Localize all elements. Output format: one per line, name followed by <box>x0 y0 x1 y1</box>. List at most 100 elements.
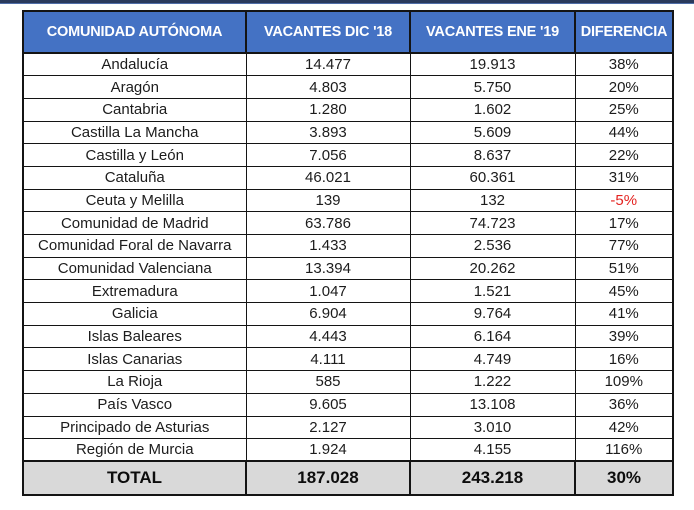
vacantes-dic18-cell: 585 <box>245 370 411 394</box>
region-name-cell: Castilla La Mancha <box>22 120 247 145</box>
diferencia-cell: 109% <box>574 370 674 394</box>
table-row: País Vasco 9.605 13.108 36% <box>22 392 674 417</box>
vacantes-dic18-cell: 4.803 <box>245 75 411 99</box>
region-name-cell: Extremadura <box>22 279 247 304</box>
total-vacantes-ene19: 243.218 <box>409 460 576 497</box>
table-row: Principado de Asturias 2.127 3.010 42% <box>22 415 674 440</box>
total-row: TOTAL 187.028 243.218 30% <box>22 460 674 497</box>
vacantes-ene19-cell: 9.764 <box>409 302 576 326</box>
region-name-cell: Cantabria <box>22 97 247 122</box>
table-row: Extremadura 1.047 1.521 45% <box>22 279 674 304</box>
diferencia-cell: -5% <box>574 188 674 213</box>
region-name-cell: Comunidad Foral de Navarra <box>22 234 247 258</box>
table-row: Castilla La Mancha 3.893 5.609 44% <box>22 120 674 145</box>
vacantes-ene19-cell: 3.010 <box>409 415 576 440</box>
diferencia-cell: 44% <box>574 120 674 145</box>
region-name-cell: Región de Murcia <box>22 438 247 462</box>
total-vacantes-dic18: 187.028 <box>245 460 411 497</box>
vacantes-ene19-cell: 132 <box>409 188 576 213</box>
table-row: Islas Canarias 4.111 4.749 16% <box>22 347 674 372</box>
region-name-cell: Islas Canarias <box>22 347 247 372</box>
region-name-cell: Comunidad de Madrid <box>22 211 247 235</box>
vacantes-dic18-cell: 1.433 <box>245 234 411 258</box>
vacantes-ene19-cell: 8.637 <box>409 143 576 167</box>
region-name-cell: Cataluña <box>22 165 247 190</box>
table-row: Andalucía 14.477 19.913 38% <box>22 52 674 77</box>
vacantes-dic18-cell: 6.904 <box>245 302 411 326</box>
vacantes-dic18-cell: 1.280 <box>245 97 411 122</box>
diferencia-cell: 41% <box>574 302 674 326</box>
table-row: Cantabria 1.280 1.602 25% <box>22 97 674 122</box>
region-name-cell: Islas Baleares <box>22 324 247 349</box>
vacantes-dic18-cell: 2.127 <box>245 415 411 440</box>
vacantes-ene19-cell: 1.602 <box>409 97 576 122</box>
diferencia-cell: 25% <box>574 97 674 122</box>
table-row: Islas Baleares 4.443 6.164 39% <box>22 324 674 349</box>
diferencia-cell: 31% <box>574 165 674 190</box>
diferencia-cell: 16% <box>574 347 674 372</box>
vacantes-ene19-cell: 74.723 <box>409 211 576 235</box>
diferencia-cell: 45% <box>574 279 674 304</box>
region-name-cell: Ceuta y Melilla <box>22 188 247 213</box>
vacantes-dic18-cell: 3.893 <box>245 120 411 145</box>
vacantes-dic18-cell: 4.443 <box>245 324 411 349</box>
vacantes-ene19-cell: 5.609 <box>409 120 576 145</box>
table-row: Galicia 6.904 9.764 41% <box>22 302 674 326</box>
region-name-cell: Principado de Asturias <box>22 415 247 440</box>
vacantes-ene19-cell: 19.913 <box>409 52 576 77</box>
vacantes-ene19-cell: 1.521 <box>409 279 576 304</box>
table-row: Comunidad de Madrid 63.786 74.723 17% <box>22 211 674 235</box>
vacantes-ene19-cell: 20.262 <box>409 256 576 281</box>
vacantes-dic18-cell: 13.394 <box>245 256 411 281</box>
region-name-cell: Aragón <box>22 75 247 99</box>
total-label: TOTAL <box>22 460 247 497</box>
vacantes-dic18-cell: 1.047 <box>245 279 411 304</box>
header-row: COMUNIDAD AUTÓNOMA VACANTES DIC '18 VACA… <box>22 10 674 54</box>
table-row: La Rioja 585 1.222 109% <box>22 370 674 394</box>
vacantes-dic18-cell: 7.056 <box>245 143 411 167</box>
table-row: Cataluña 46.021 60.361 31% <box>22 165 674 190</box>
vacantes-ene19-cell: 60.361 <box>409 165 576 190</box>
diferencia-cell: 36% <box>574 392 674 417</box>
diferencia-cell: 22% <box>574 143 674 167</box>
diferencia-cell: 39% <box>574 324 674 349</box>
vacantes-ene19-cell: 4.155 <box>409 438 576 462</box>
vacantes-dic18-cell: 1.924 <box>245 438 411 462</box>
diferencia-cell: 77% <box>574 234 674 258</box>
table-row: Comunidad Valenciana 13.394 20.262 51% <box>22 256 674 281</box>
vacancies-table: COMUNIDAD AUTÓNOMA VACANTES DIC '18 VACA… <box>22 10 674 497</box>
total-diferencia: 30% <box>574 460 674 497</box>
column-header-vacantes-dic18: VACANTES DIC '18 <box>245 10 411 54</box>
vacantes-ene19-cell: 2.536 <box>409 234 576 258</box>
table-row: Castilla y León 7.056 8.637 22% <box>22 143 674 167</box>
table-row: Comunidad Foral de Navarra 1.433 2.536 77% <box>22 234 674 258</box>
column-header-diferencia: DIFERENCIA <box>574 10 674 54</box>
vacantes-dic18-cell: 46.021 <box>245 165 411 190</box>
vacantes-dic18-cell: 9.605 <box>245 392 411 417</box>
region-name-cell: Galicia <box>22 302 247 326</box>
region-name-cell: La Rioja <box>22 370 247 394</box>
column-header-comunidad-autonoma: COMUNIDAD AUTÓNOMA <box>22 10 247 54</box>
table-row: Aragón 4.803 5.750 20% <box>22 75 674 99</box>
table-row: Ceuta y Melilla 139 132 -5% <box>22 188 674 213</box>
region-name-cell: País Vasco <box>22 392 247 417</box>
vacantes-dic18-cell: 63.786 <box>245 211 411 235</box>
table-row: Región de Murcia 1.924 4.155 116% <box>22 438 674 462</box>
vacantes-dic18-cell: 4.111 <box>245 347 411 372</box>
diferencia-cell: 17% <box>574 211 674 235</box>
diferencia-cell: 38% <box>574 52 674 77</box>
region-name-cell: Andalucía <box>22 52 247 77</box>
vacantes-dic18-cell: 139 <box>245 188 411 213</box>
diferencia-cell: 51% <box>574 256 674 281</box>
region-name-cell: Castilla y León <box>22 143 247 167</box>
diferencia-cell: 42% <box>574 415 674 440</box>
vacantes-ene19-cell: 4.749 <box>409 347 576 372</box>
vacantes-ene19-cell: 13.108 <box>409 392 576 417</box>
vacantes-ene19-cell: 1.222 <box>409 370 576 394</box>
vacantes-ene19-cell: 6.164 <box>409 324 576 349</box>
diferencia-cell: 20% <box>574 75 674 99</box>
top-edge-strip <box>0 0 694 4</box>
vacantes-ene19-cell: 5.750 <box>409 75 576 99</box>
vacantes-dic18-cell: 14.477 <box>245 52 411 77</box>
column-header-vacantes-ene19: VACANTES ENE '19 <box>409 10 576 54</box>
